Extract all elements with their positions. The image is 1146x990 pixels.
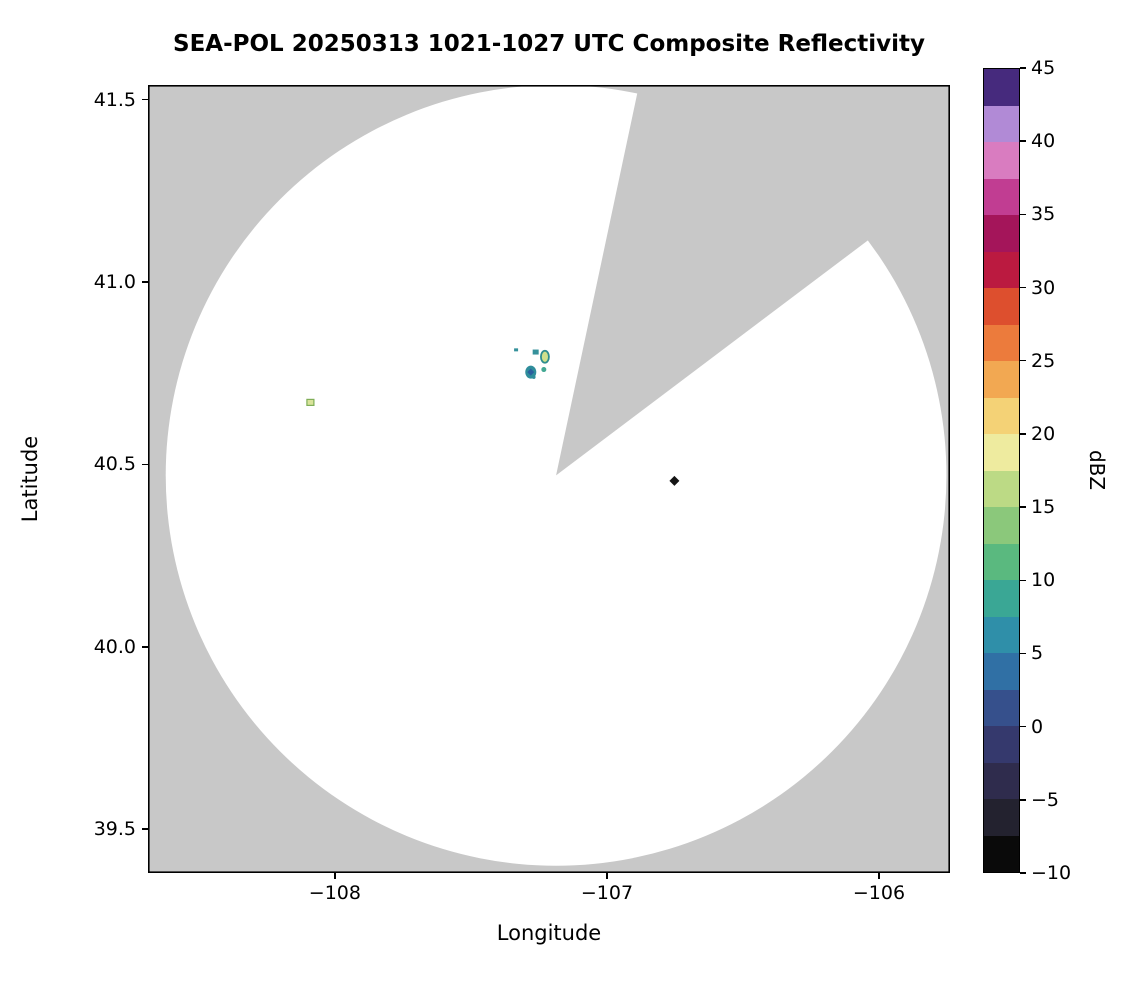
y-tick-mark xyxy=(142,463,148,466)
colorbar-band xyxy=(984,799,1019,836)
x-tick-label: −107 xyxy=(580,882,634,904)
colorbar-label: dBZ xyxy=(1085,449,1109,491)
colorbar-band xyxy=(984,288,1019,325)
reflectivity-point xyxy=(306,398,315,406)
colorbar-band xyxy=(984,835,1019,872)
colorbar-tick-mark xyxy=(1020,67,1026,69)
reflectivity-point xyxy=(540,349,550,364)
colorbar xyxy=(983,68,1020,873)
x-axis-label: Longitude xyxy=(496,921,602,945)
colorbar-tick-mark xyxy=(1020,213,1026,216)
colorbar-band xyxy=(984,324,1019,361)
y-tick-mark xyxy=(142,98,148,101)
colorbar-tick-label: 10 xyxy=(1031,569,1056,592)
colorbar-tick-mark xyxy=(1020,286,1026,289)
x-tick-label: −108 xyxy=(308,882,361,904)
colorbar-band xyxy=(984,178,1019,215)
plot-border xyxy=(148,85,950,873)
colorbar-band xyxy=(984,543,1019,580)
colorbar-band xyxy=(984,470,1019,507)
colorbar-band xyxy=(984,397,1019,434)
colorbar-band xyxy=(984,361,1019,398)
y-axis-label: Latitude xyxy=(18,435,42,523)
colorbar-tick-mark xyxy=(1020,506,1026,508)
y-tick-label: 39.5 xyxy=(93,818,136,841)
colorbar-band xyxy=(984,580,1019,617)
colorbar-tick-mark xyxy=(1020,359,1026,362)
reflectivity-point xyxy=(527,368,535,376)
chart-title: SEA-POL 20250313 1021-1027 UTC Composite… xyxy=(173,31,925,57)
colorbar-tick-mark xyxy=(1020,579,1026,582)
colorbar-tick-mark xyxy=(1020,872,1026,874)
colorbar-tick-label: 20 xyxy=(1031,422,1056,445)
colorbar-band xyxy=(984,142,1019,179)
y-tick-label: 41.0 xyxy=(93,271,136,293)
colorbar-tick-label: 5 xyxy=(1031,642,1044,665)
reflectivity-point xyxy=(541,367,547,373)
reflectivity-point xyxy=(531,375,536,379)
colorbar-tick-mark xyxy=(1020,433,1026,435)
reflectivity-point xyxy=(669,475,680,486)
colorbar-tick-label: −10 xyxy=(1031,862,1072,884)
y-tick-label: 41.5 xyxy=(93,88,136,111)
colorbar-tick-mark xyxy=(1020,652,1026,655)
colorbar-band xyxy=(984,105,1019,142)
colorbar-tick-label: 30 xyxy=(1031,276,1056,299)
y-tick-label: 40.0 xyxy=(93,635,136,658)
colorbar-band xyxy=(984,434,1019,471)
x-tick-mark xyxy=(878,873,880,879)
colorbar-band xyxy=(984,616,1019,653)
colorbar-tick-label: 0 xyxy=(1031,715,1044,738)
x-tick-label: −106 xyxy=(852,882,906,904)
colorbar-tick-mark xyxy=(1020,725,1026,728)
colorbar-band xyxy=(984,762,1019,799)
reflectivity-point xyxy=(514,348,519,352)
colorbar-tick-mark xyxy=(1020,140,1026,142)
x-tick-mark xyxy=(334,873,336,879)
colorbar-band xyxy=(984,251,1019,288)
plot-area xyxy=(148,85,950,873)
colorbar-band xyxy=(984,726,1019,763)
missing-data-sector xyxy=(556,85,950,476)
colorbar-tick-mark xyxy=(1020,799,1026,801)
colorbar-gradient xyxy=(984,69,1019,872)
colorbar-band xyxy=(984,69,1019,106)
colorbar-tick-label: 25 xyxy=(1031,349,1056,372)
colorbar-band xyxy=(984,507,1019,544)
colorbar-tick-label: 15 xyxy=(1031,496,1056,519)
y-tick-mark xyxy=(142,646,148,648)
colorbar-tick-label: 45 xyxy=(1031,57,1056,79)
colorbar-tick-label: 40 xyxy=(1031,130,1056,153)
y-tick-mark xyxy=(142,828,148,830)
colorbar-band xyxy=(984,689,1019,726)
colorbar-band xyxy=(984,215,1019,252)
y-tick-label: 40.5 xyxy=(93,453,136,476)
colorbar-tick-label: 35 xyxy=(1031,203,1056,226)
x-tick-mark xyxy=(606,873,608,879)
reflectivity-point xyxy=(532,349,539,355)
colorbar-band xyxy=(984,653,1019,690)
y-tick-mark xyxy=(142,281,148,283)
colorbar-tick-label: −5 xyxy=(1031,788,1060,811)
